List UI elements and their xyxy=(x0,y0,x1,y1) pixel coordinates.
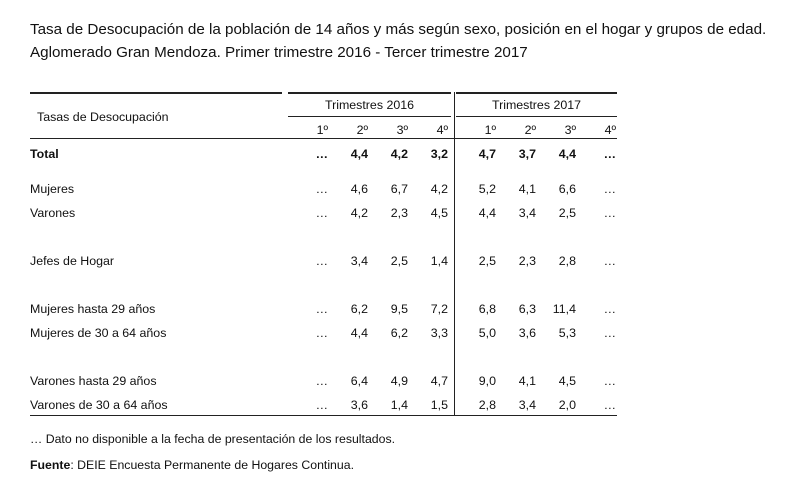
row-label: Varones hasta 29 años xyxy=(30,374,157,388)
table-cell: … xyxy=(603,302,616,316)
table-cell: 9,5 xyxy=(390,302,408,316)
table-cell: 2,5 xyxy=(558,206,576,220)
table-cell: 5,2 xyxy=(478,182,496,196)
quarter-2016-2: 2º xyxy=(356,123,368,137)
table-cell: … xyxy=(603,206,616,220)
table-title: Tasa de Desocupación de la población de … xyxy=(30,18,800,64)
table-cell: 5,0 xyxy=(478,326,496,340)
table-cell: 4,5 xyxy=(430,206,448,220)
table-cell: 6,2 xyxy=(350,302,368,316)
table-cell: 4,2 xyxy=(390,147,408,161)
table-top-rule-left xyxy=(30,92,282,94)
table-cell: … xyxy=(315,326,328,340)
table-cell: 4,4 xyxy=(350,147,368,161)
quarter-2017-3: 3º xyxy=(564,123,576,137)
table-cell: … xyxy=(603,254,616,268)
table-cell: 7,2 xyxy=(430,302,448,316)
table-top-rule-2017 xyxy=(456,92,617,94)
footnote: … Dato no disponible a la fecha de prese… xyxy=(30,432,396,446)
row-label: Mujeres de 30 a 64 años xyxy=(30,326,167,340)
table-cell: 6,7 xyxy=(390,182,408,196)
table-cell: 1,5 xyxy=(430,398,448,412)
table-cell: 3,7 xyxy=(518,147,536,161)
quarter-2017-2: 2º xyxy=(524,123,536,137)
table-cell: … xyxy=(315,182,328,196)
table-cell: … xyxy=(603,182,616,196)
source-label: Fuente xyxy=(30,458,71,472)
table-cell: 4,4 xyxy=(350,326,368,340)
table-cell: 6,2 xyxy=(390,326,408,340)
row-label: Total xyxy=(30,147,59,161)
table-cell: 4,7 xyxy=(430,374,448,388)
title-line-1: Tasa de Desocupación de la población de … xyxy=(30,21,767,38)
row-header-label: Tasas de Desocupación xyxy=(37,110,169,124)
group-rule-2017 xyxy=(456,116,617,117)
quarter-2017-1: 1º xyxy=(484,123,496,137)
table-cell: 4,2 xyxy=(430,182,448,196)
table-cell: … xyxy=(603,147,616,161)
table-cell: 6,6 xyxy=(558,182,576,196)
table-cell: … xyxy=(315,398,328,412)
table-cell: 1,4 xyxy=(430,254,448,268)
source-text: : DEIE Encuesta Permanente de Hogares Co… xyxy=(70,458,354,472)
table-cell: 4,5 xyxy=(558,374,576,388)
table-cell: 4,7 xyxy=(478,147,496,161)
table-cell: 3,3 xyxy=(430,326,448,340)
table-cell: 4,1 xyxy=(518,182,536,196)
group-label-2016: Trimestres 2016 xyxy=(324,98,415,112)
table-cell: … xyxy=(315,147,328,161)
table-cell: 2,3 xyxy=(390,206,408,220)
table-cell: 2,8 xyxy=(478,398,496,412)
table-cell: 3,6 xyxy=(350,398,368,412)
quarter-2016-3: 3º xyxy=(396,123,408,137)
table-cell: 3,6 xyxy=(518,326,536,340)
table-cell: 4,2 xyxy=(350,206,368,220)
table-cell: 9,0 xyxy=(478,374,496,388)
table-bottom-rule xyxy=(30,415,617,416)
table-cell: … xyxy=(603,326,616,340)
table-cell: 6,4 xyxy=(350,374,368,388)
group-rule-2016 xyxy=(288,116,451,117)
table-cell: 5,3 xyxy=(558,326,576,340)
table-cell: 4,4 xyxy=(558,147,576,161)
table-cell: 3,4 xyxy=(518,206,536,220)
table-cell: … xyxy=(603,398,616,412)
table-top-rule-2016 xyxy=(288,92,451,94)
table-cell: 2,8 xyxy=(558,254,576,268)
table-cell: … xyxy=(315,254,328,268)
row-label: Jefes de Hogar xyxy=(30,254,115,268)
table-cell: 6,8 xyxy=(478,302,496,316)
table-cell: 2,0 xyxy=(558,398,576,412)
table-cell: 2,5 xyxy=(390,254,408,268)
row-label: Varones de 30 a 64 años xyxy=(30,398,168,412)
table-cell: 3,4 xyxy=(518,398,536,412)
quarter-2016-1: 1º xyxy=(316,123,328,137)
table-cell: 3,2 xyxy=(430,147,448,161)
unemployment-table: Tasas de Desocupación Trimestres 2016 Tr… xyxy=(30,92,617,416)
table-cell: … xyxy=(603,374,616,388)
title-line-2: Aglomerado Gran Mendoza. Primer trimestr… xyxy=(30,44,528,61)
year-separator xyxy=(454,92,455,416)
quarter-2016-4: 4º xyxy=(436,123,448,137)
table-cell: 11,4 xyxy=(552,302,576,316)
row-label: Varones xyxy=(30,206,76,220)
quarter-2017-4: 4º xyxy=(604,123,616,137)
table-cell: 4,9 xyxy=(390,374,408,388)
table-cell: 2,5 xyxy=(478,254,496,268)
table-cell: 4,4 xyxy=(478,206,496,220)
table-cell: … xyxy=(315,206,328,220)
table-cell: 2,3 xyxy=(518,254,536,268)
group-label-2017: Trimestres 2017 xyxy=(491,98,582,112)
table-cell: … xyxy=(315,374,328,388)
source-note: Fuente: DEIE Encuesta Permanente de Hoga… xyxy=(30,458,354,472)
table-cell: … xyxy=(315,302,328,316)
row-label: Mujeres hasta 29 años xyxy=(30,302,156,316)
table-cell: 4,6 xyxy=(350,182,368,196)
table-cell: 1,4 xyxy=(390,398,408,412)
header-bottom-rule xyxy=(30,138,617,139)
table-cell: 4,1 xyxy=(518,374,536,388)
table-cell: 3,4 xyxy=(350,254,368,268)
row-label: Mujeres xyxy=(30,182,75,196)
table-cell: 6,3 xyxy=(518,302,536,316)
